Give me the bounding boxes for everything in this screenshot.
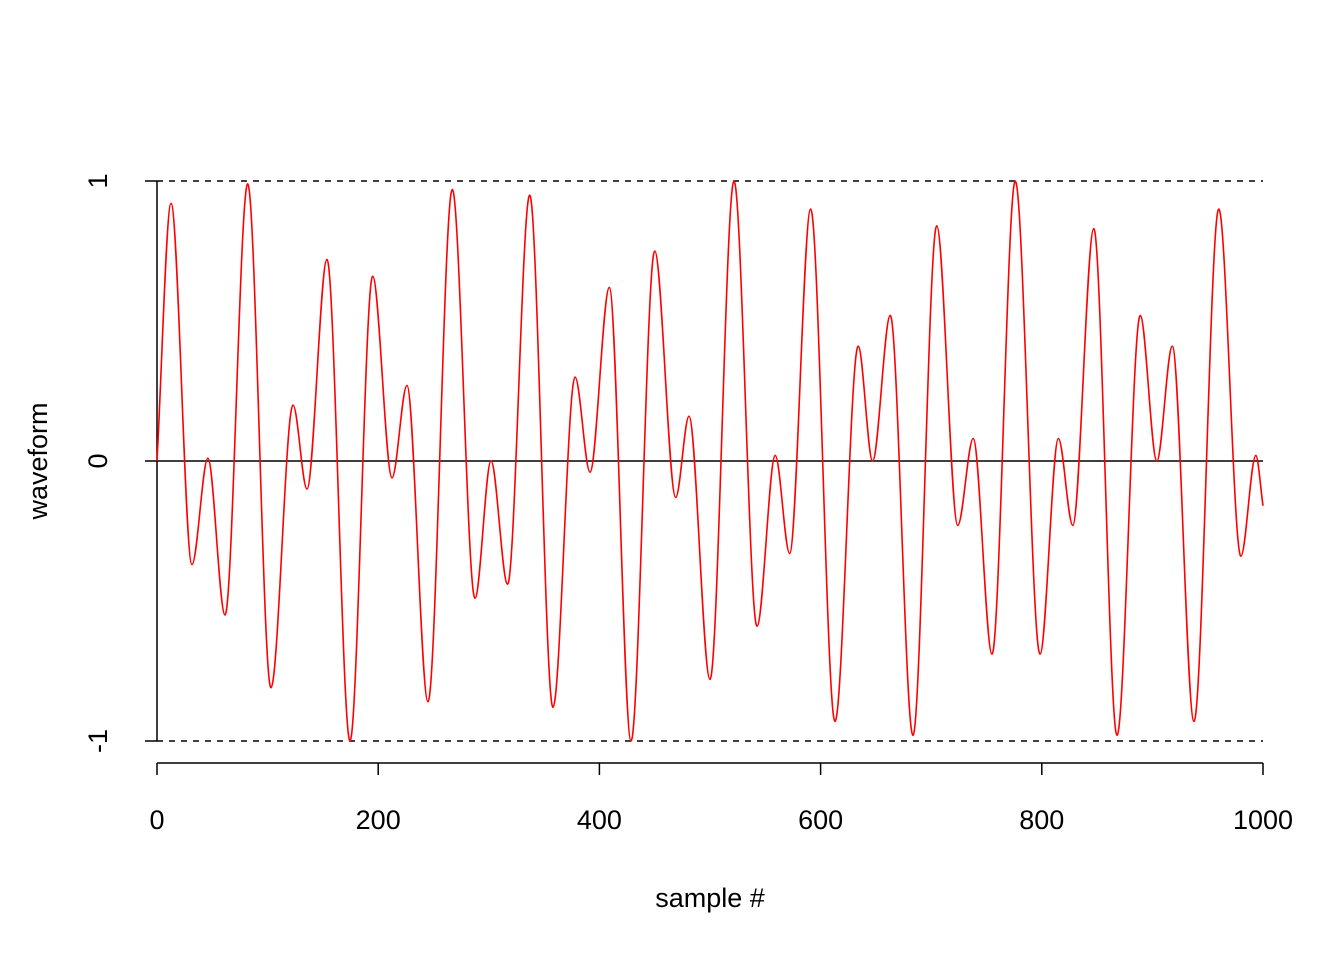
- x-tick-label: 800: [1019, 805, 1064, 835]
- x-axis-label: sample #: [655, 883, 765, 913]
- x-tick-label: 200: [356, 805, 401, 835]
- x-tick-label: 600: [798, 805, 843, 835]
- x-tick-label: 0: [149, 805, 164, 835]
- x-tick-label: 400: [577, 805, 622, 835]
- y-tick-label: -1: [83, 729, 113, 753]
- x-tick-label: 1000: [1233, 805, 1293, 835]
- waveform-line: [156, 180, 1264, 742]
- y-tick-label: 0: [83, 453, 113, 468]
- y-axis-label: waveform: [23, 402, 53, 520]
- y-tick-label: 1: [83, 173, 113, 188]
